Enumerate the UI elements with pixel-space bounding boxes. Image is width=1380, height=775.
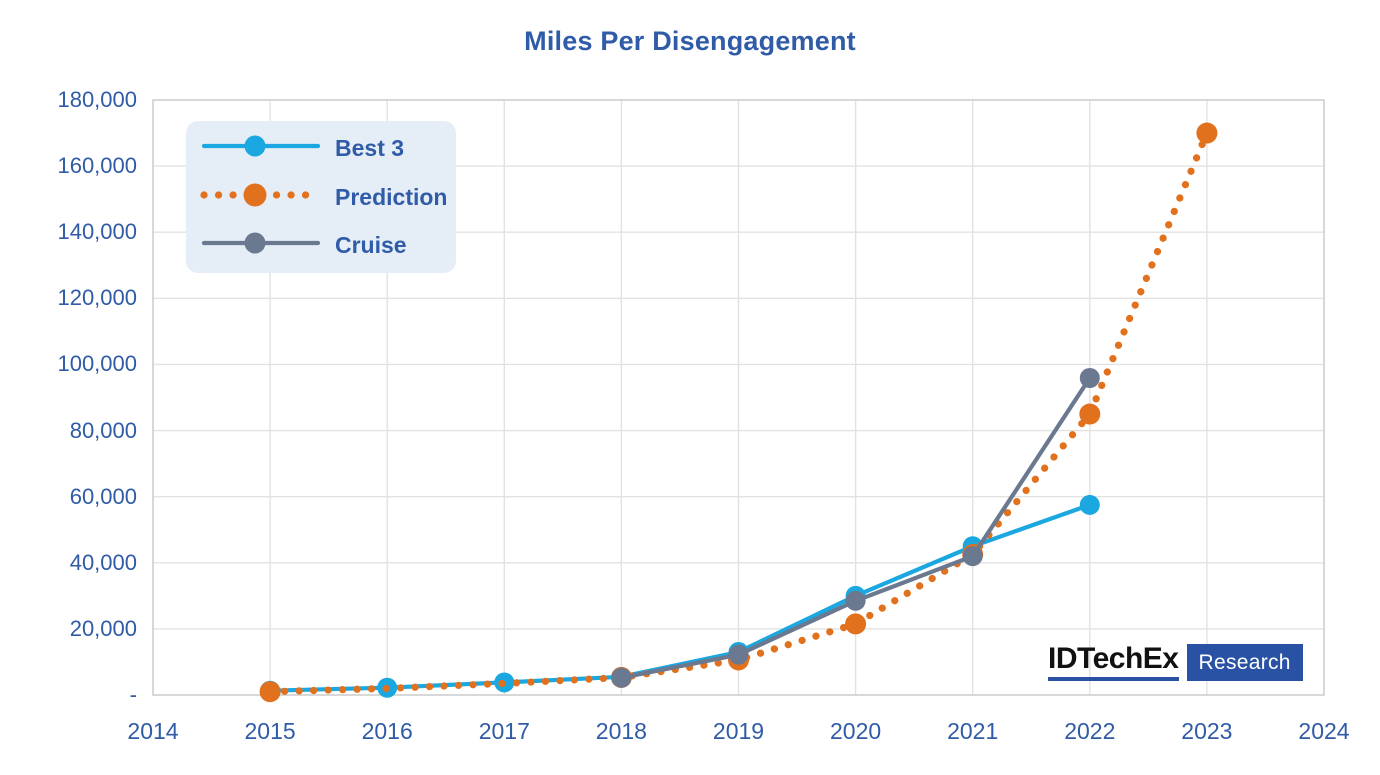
- marker-cruise-2021: [962, 546, 983, 567]
- marker-cruise-2019: [728, 644, 749, 665]
- legend-sample-best3-line-icon: [200, 132, 322, 165]
- marker-cruise-2018: [611, 667, 632, 688]
- marker-cruise-2020: [845, 590, 866, 611]
- x-tick-label: 2023: [1181, 718, 1233, 744]
- x-tick-label: 2017: [478, 718, 530, 744]
- idtechex-underline: [1048, 677, 1179, 681]
- marker-prediction-2023: [1196, 122, 1218, 144]
- idtechex-research-badge: Research: [1186, 644, 1303, 681]
- idtechex-logo: IDTechEx Research: [1048, 644, 1303, 681]
- y-tick-label: 180,000: [57, 87, 137, 112]
- y-tick-label: 40,000: [69, 549, 137, 575]
- legend: Best 3 Prediction Cruise: [186, 121, 456, 273]
- legend-item-prediction: Prediction: [186, 174, 456, 220]
- x-tick-label: 2021: [947, 718, 999, 744]
- legend-sample-cruise-line-icon: [200, 229, 322, 262]
- marker-prediction-2022: [1079, 403, 1101, 425]
- legend-label-prediction: Prediction: [335, 183, 448, 210]
- legend-item-cruise: Cruise: [186, 223, 456, 269]
- idtechex-wordmark: IDTechEx: [1048, 644, 1179, 681]
- legend-item-best3: Best 3: [186, 126, 456, 172]
- y-tick-label: 60,000: [69, 483, 137, 509]
- marker-best-3-2022: [1079, 494, 1100, 515]
- idtechex-brand-text: IDTechEx: [1048, 642, 1179, 675]
- x-tick-label: 2018: [595, 718, 647, 744]
- x-tick-label: 2020: [830, 718, 882, 744]
- x-tick-label: 2024: [1298, 718, 1350, 744]
- x-tick-label: 2016: [361, 718, 413, 744]
- x-tick-label: 2019: [712, 718, 765, 744]
- legend-sample-prediction-dotted-line-icon: [200, 181, 322, 214]
- marker-prediction-2015: [259, 681, 281, 703]
- legend-label-best3: Best 3: [335, 135, 405, 161]
- plot-border: [152, 99, 1325, 696]
- y-tick-label: 160,000: [57, 153, 137, 179]
- y-tick-label: 140,000: [57, 219, 137, 245]
- chart-title: Miles Per Disengagement: [524, 26, 856, 56]
- x-tick-label: 2014: [127, 718, 179, 744]
- marker-prediction-2020: [845, 613, 867, 635]
- y-tick-label: 20,000: [69, 615, 137, 641]
- y-tick-label: -: [129, 682, 137, 707]
- x-tick-label: 2022: [1064, 718, 1116, 744]
- idtechex-research-text: Research: [1198, 650, 1291, 674]
- y-tick-label: 80,000: [69, 417, 137, 443]
- legend-label-cruise: Cruise: [335, 232, 407, 258]
- y-tick-label: 100,000: [57, 351, 137, 377]
- x-tick-label: 2015: [244, 718, 296, 744]
- series-line-prediction: [266, 129, 1211, 696]
- series-line-best-3: [268, 502, 1092, 693]
- y-tick-label: 120,000: [57, 285, 137, 311]
- marker-cruise-2022: [1079, 367, 1100, 388]
